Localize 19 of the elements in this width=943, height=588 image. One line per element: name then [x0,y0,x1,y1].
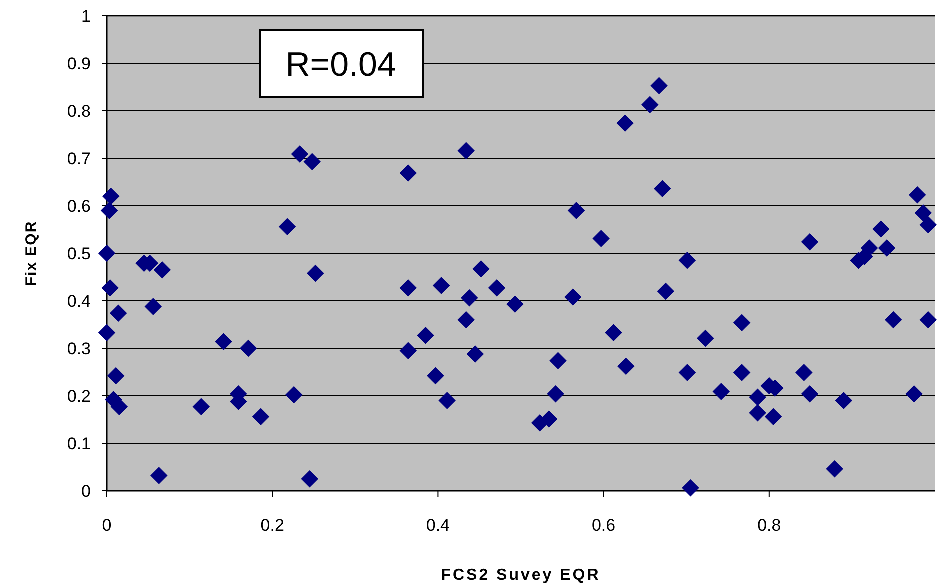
y-tick-label: 0.4 [67,292,91,311]
x-tick-label: 0.4 [426,516,450,535]
y-tick-label: 0.2 [67,386,91,406]
x-tick-label: 0.8 [758,516,782,535]
y-tick-label: 0.6 [67,196,91,216]
y-tick-label: 0 [82,482,91,501]
y-tick-label: 1 [82,6,91,26]
x-tick-label: 0 [102,516,112,535]
y-tick-label: 0.9 [67,54,91,74]
y-tick-label: 0.1 [67,434,91,454]
x-tick-label: 0.2 [260,516,284,535]
y-tick-label: 0.3 [67,339,91,358]
y-tick-label: 0.7 [67,149,91,168]
y-tick-label: 0.5 [67,244,91,264]
y-tick-label: 0.8 [67,102,91,121]
x-axis-title: FCS2 Suvey EQR [441,567,601,584]
annotation: R=0.04 [286,46,396,84]
x-tick-label: 0.6 [592,516,616,535]
y-axis-title: Fix EQR [23,220,40,286]
